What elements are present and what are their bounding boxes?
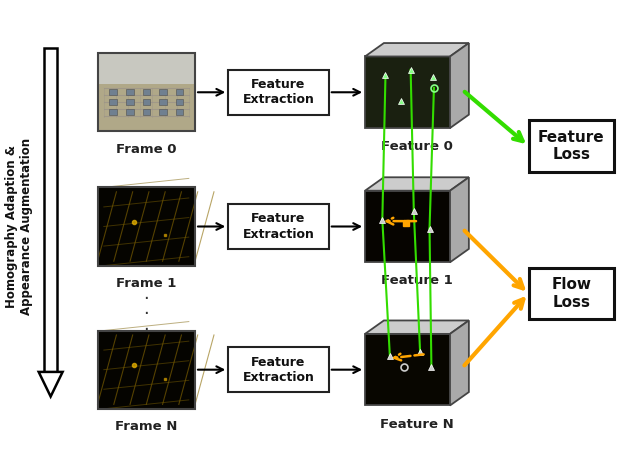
Polygon shape — [97, 53, 195, 84]
Polygon shape — [365, 191, 450, 262]
Text: Feature
Extraction: Feature Extraction — [243, 78, 314, 106]
Polygon shape — [365, 57, 450, 128]
FancyBboxPatch shape — [126, 99, 134, 105]
Text: .: . — [143, 284, 149, 303]
Polygon shape — [450, 177, 469, 262]
Polygon shape — [365, 177, 469, 191]
FancyBboxPatch shape — [529, 120, 614, 172]
Polygon shape — [97, 84, 195, 131]
Text: Feature 0: Feature 0 — [381, 140, 453, 153]
Text: Feature N: Feature N — [380, 418, 454, 430]
FancyBboxPatch shape — [109, 99, 117, 105]
Polygon shape — [365, 320, 469, 334]
Text: Feature 1: Feature 1 — [381, 275, 453, 287]
FancyBboxPatch shape — [159, 89, 166, 96]
Text: Feature
Extraction: Feature Extraction — [243, 212, 314, 241]
Polygon shape — [450, 43, 469, 128]
FancyBboxPatch shape — [159, 109, 166, 115]
FancyBboxPatch shape — [529, 268, 614, 319]
FancyBboxPatch shape — [228, 70, 329, 115]
FancyBboxPatch shape — [109, 109, 117, 115]
FancyBboxPatch shape — [109, 89, 117, 96]
FancyBboxPatch shape — [228, 204, 329, 249]
FancyBboxPatch shape — [228, 347, 329, 392]
Text: Homography Adaption &
Appearance Augmentation: Homography Adaption & Appearance Augment… — [5, 138, 33, 315]
Polygon shape — [450, 320, 469, 405]
Polygon shape — [365, 334, 450, 405]
Text: Flow
Loss: Flow Loss — [551, 277, 591, 310]
FancyBboxPatch shape — [126, 89, 134, 96]
FancyBboxPatch shape — [143, 99, 150, 105]
Text: Frame N: Frame N — [115, 420, 177, 433]
Text: Frame 0: Frame 0 — [116, 143, 177, 155]
Polygon shape — [38, 372, 63, 396]
FancyBboxPatch shape — [143, 89, 150, 96]
FancyBboxPatch shape — [175, 109, 183, 115]
Text: Feature
Extraction: Feature Extraction — [243, 356, 314, 384]
Polygon shape — [365, 43, 469, 57]
Polygon shape — [97, 331, 195, 409]
FancyBboxPatch shape — [44, 48, 57, 372]
FancyBboxPatch shape — [126, 109, 134, 115]
Text: .: . — [143, 316, 149, 334]
Text: Feature
Loss: Feature Loss — [538, 130, 604, 162]
FancyBboxPatch shape — [159, 99, 166, 105]
Text: Frame 1: Frame 1 — [116, 277, 177, 290]
Polygon shape — [97, 188, 195, 265]
FancyBboxPatch shape — [175, 99, 183, 105]
FancyBboxPatch shape — [143, 109, 150, 115]
FancyBboxPatch shape — [175, 89, 183, 96]
Text: .: . — [143, 300, 149, 318]
